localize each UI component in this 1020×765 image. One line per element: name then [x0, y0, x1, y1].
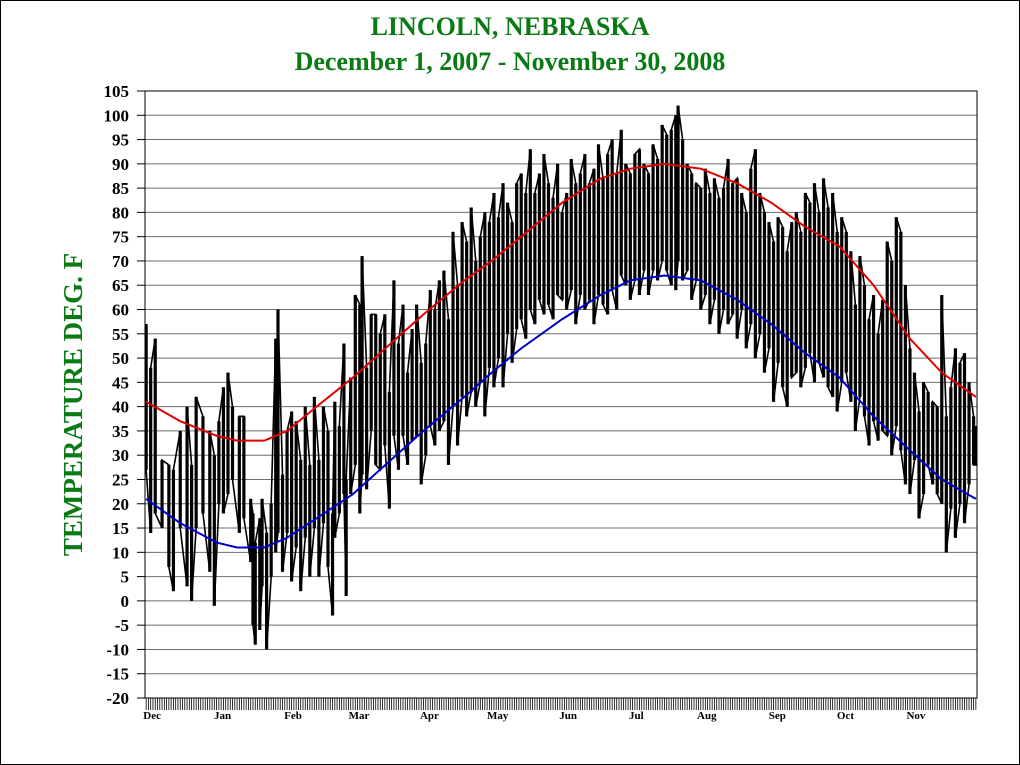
month-label: Jul [629, 710, 644, 722]
y-tick-label: 95 [112, 131, 129, 150]
month-label: Mar [349, 710, 370, 722]
normal-lines [145, 162, 977, 549]
month-label: Nov [906, 710, 925, 722]
y-tick-label: 55 [112, 325, 129, 344]
y-tick-label: 65 [112, 276, 129, 295]
y-tick-label: -20 [106, 689, 129, 708]
y-tick-label: 80 [112, 203, 129, 222]
y-tick-label: 70 [112, 252, 129, 271]
y-tick-label: 50 [112, 349, 129, 368]
y-tick-label: 30 [112, 446, 129, 465]
month-label: Jan [214, 710, 231, 722]
month-label: Sep [769, 710, 786, 722]
y-tick-label: -5 [115, 616, 129, 635]
y-tick-label: 100 [104, 106, 130, 125]
y-tick-label: 105 [104, 82, 130, 101]
y-axis-tick-labels: 1051009590858075706560555045403530252015… [104, 82, 145, 708]
y-tick-label: 60 [112, 301, 129, 320]
daily-temperature-trace [145, 105, 977, 650]
x-axis-month-labels: Dec Jan Feb Mar Apr May Jun Jul Aug Sep Oct Nov [143, 710, 926, 722]
chart-title: LINCOLN, NEBRASKA [370, 12, 650, 41]
month-label: May [487, 710, 509, 722]
month-label: Dec [143, 710, 161, 722]
daily-observed-series [144, 105, 978, 650]
y-tick-label: 25 [112, 470, 129, 489]
normal-high-line [145, 162, 977, 442]
y-tick-label: -15 [106, 665, 129, 684]
y-tick-label: 90 [112, 155, 129, 174]
plot-area-border [144, 90, 978, 699]
month-label: Oct [837, 710, 854, 722]
month-label: Jun [559, 710, 577, 722]
y-tick-label: 15 [112, 519, 129, 538]
y-tick-label: 35 [112, 422, 129, 441]
month-label: Aug [697, 710, 717, 722]
y-tick-label: 75 [112, 228, 129, 247]
y-tick-label: 85 [112, 179, 129, 198]
y-tick-label: -10 [106, 640, 129, 659]
month-label: Apr [420, 710, 439, 722]
chart-subtitle: December 1, 2007 - November 30, 2008 [294, 47, 726, 76]
x-axis-daily-ticks [145, 698, 977, 710]
normal-low-line [145, 274, 977, 549]
y-tick-label: 10 [112, 543, 129, 562]
y-tick-label: 40 [112, 398, 129, 417]
y-tick-label: 20 [112, 495, 129, 514]
month-label: Feb [284, 710, 302, 722]
y-tick-label: 5 [121, 568, 130, 587]
y-tick-label: 0 [121, 592, 130, 611]
y-axis-label: TEMPERATURE DEG. F [58, 253, 88, 556]
y-tick-label: 45 [112, 373, 129, 392]
